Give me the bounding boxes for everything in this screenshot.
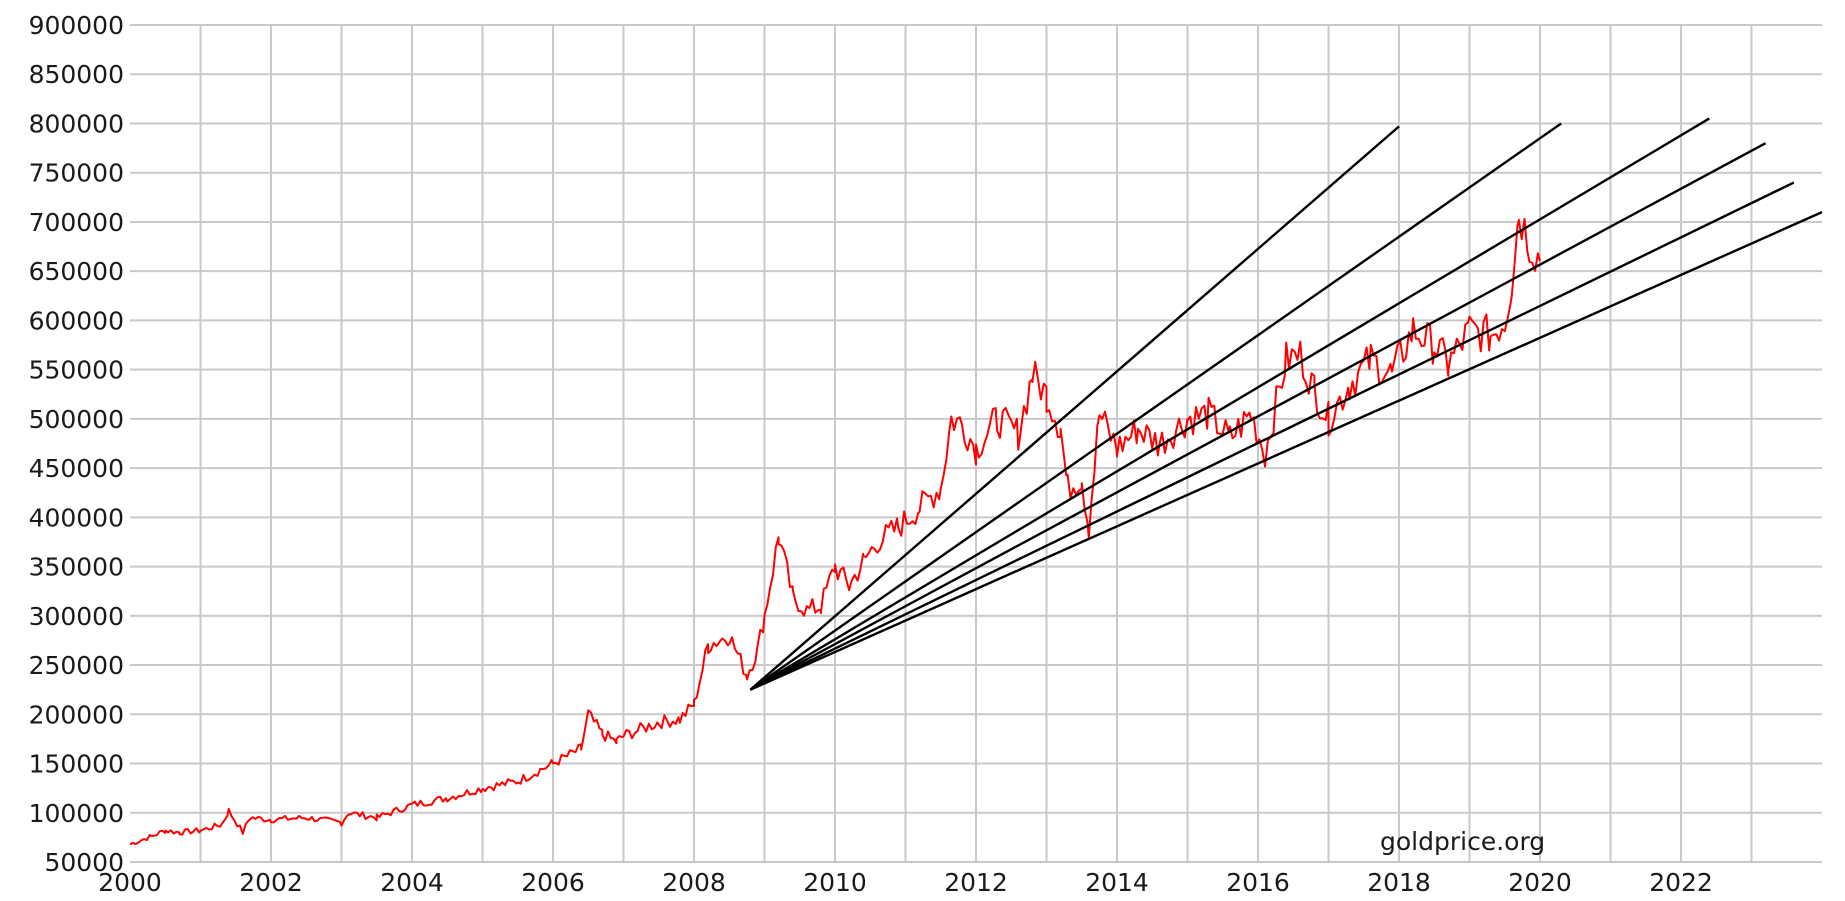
y-tick-label: 650000 <box>29 257 124 286</box>
y-tick-label: 150000 <box>29 750 124 779</box>
trend-fan-line <box>749 125 1400 691</box>
x-tick-label: 2018 <box>1367 868 1431 897</box>
x-tick-label: 2014 <box>1085 868 1149 897</box>
y-tick-label: 900000 <box>29 11 124 40</box>
x-tick-label: 2000 <box>98 868 162 897</box>
y-tick-label: 450000 <box>29 454 124 483</box>
trend-fan-line <box>749 142 1767 691</box>
y-tick-label: 250000 <box>29 651 124 680</box>
y-tick-label: 400000 <box>29 503 124 532</box>
trend-fan-line <box>749 117 1710 691</box>
y-tick-label: 750000 <box>29 159 124 188</box>
x-tick-label: 2020 <box>1508 868 1572 897</box>
y-tick-label: 600000 <box>29 306 124 335</box>
trend-fan-line <box>749 210 1823 691</box>
y-tick-label: 350000 <box>29 553 124 582</box>
series <box>129 117 1823 846</box>
grid <box>130 24 1822 863</box>
x-axis-ticks: 2000 2002 2004 2006 2008 2010 2012 2014 2016 2018… <box>98 868 1713 897</box>
x-tick-label: 2002 <box>239 868 303 897</box>
x-tick-label: 2004 <box>380 868 444 897</box>
y-tick-label: 850000 <box>29 60 124 89</box>
y-tick-label: 550000 <box>29 356 124 385</box>
watermark: goldprice.org <box>1380 827 1545 856</box>
x-tick-label: 2012 <box>944 868 1008 897</box>
y-tick-label: 200000 <box>29 700 124 729</box>
y-tick-label: 800000 <box>29 109 124 138</box>
y-tick-label: 50000 <box>44 848 124 877</box>
y-tick-label: 300000 <box>29 602 124 631</box>
y-tick-label: 100000 <box>29 799 124 828</box>
x-tick-label: 2008 <box>662 868 726 897</box>
y-tick-label: 500000 <box>29 405 124 434</box>
trend-fan-line <box>749 122 1562 691</box>
x-tick-label: 2022 <box>1649 868 1713 897</box>
x-tick-label: 2016 <box>1226 868 1290 897</box>
x-tick-label: 2006 <box>521 868 585 897</box>
x-tick-label: 2010 <box>803 868 867 897</box>
y-tick-label: 700000 <box>29 208 124 237</box>
trend-fan-line <box>749 181 1795 691</box>
y-axis-ticks: 50000 100000 150000 200000 250000 300000 35000… <box>29 11 124 877</box>
